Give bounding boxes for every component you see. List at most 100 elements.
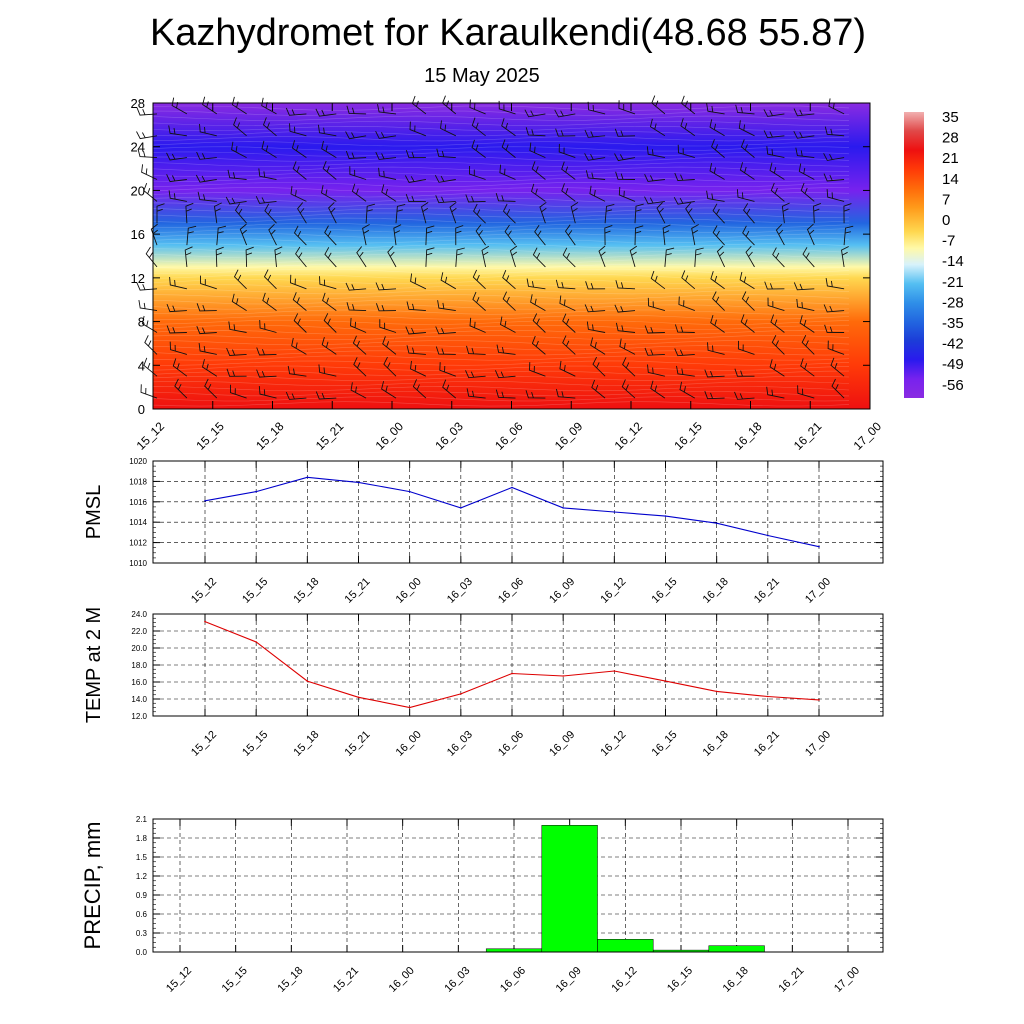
wind-barb bbox=[554, 109, 576, 118]
wind-barb bbox=[801, 334, 815, 355]
colorbar-label: -28 bbox=[942, 294, 964, 311]
wind-barb bbox=[561, 161, 576, 180]
x-tick-label: 17_00 bbox=[832, 965, 862, 995]
wind-barb bbox=[739, 271, 755, 290]
wind-barb bbox=[469, 317, 486, 333]
x-tick-label: 15_21 bbox=[343, 576, 373, 606]
wind-barb bbox=[676, 365, 695, 377]
wind-barb bbox=[712, 291, 725, 311]
wind-barb bbox=[709, 119, 725, 137]
precip-panel: 0.0 0.3 0.6 0.9 1.2 1.5 1.8 2.1 15_12 15_15 15_18 1… bbox=[80, 815, 884, 995]
wind-barb bbox=[647, 297, 666, 312]
wind-barb bbox=[589, 185, 606, 202]
wind-barb bbox=[737, 340, 755, 355]
x-tick-label: 16_09 bbox=[547, 576, 577, 606]
wind-barb bbox=[197, 191, 217, 202]
x-tick-label: 16_12 bbox=[612, 419, 646, 453]
wind-barb bbox=[393, 224, 402, 246]
wind-barb bbox=[621, 379, 636, 399]
wind-barb bbox=[806, 223, 815, 246]
plot-frame bbox=[152, 818, 884, 953]
y-tick-label: 1016 bbox=[129, 498, 147, 507]
wind-barb bbox=[584, 129, 606, 138]
wind-barb bbox=[495, 192, 516, 202]
wind-barb bbox=[345, 131, 367, 140]
x-tick-label: 15_15 bbox=[193, 419, 227, 453]
wind-barb bbox=[350, 382, 367, 399]
isotherm-contour bbox=[152, 355, 850, 361]
isotherm-contour bbox=[152, 217, 850, 223]
x-tick-label: 16_09 bbox=[554, 965, 584, 995]
x-tick-label: 17_00 bbox=[851, 419, 885, 453]
wind-barb bbox=[502, 270, 516, 290]
wind-barb bbox=[297, 202, 307, 224]
data-point bbox=[767, 695, 769, 698]
wind-barb bbox=[499, 316, 516, 333]
chart-date: 15 May 2025 bbox=[424, 65, 540, 87]
y-axis-label: TEMP at 2 M bbox=[83, 607, 105, 723]
wind-barb bbox=[644, 174, 665, 182]
wind-barb bbox=[706, 103, 725, 115]
wind-barb bbox=[824, 126, 845, 137]
wind-barb bbox=[168, 190, 187, 202]
colorbar-label: 14 bbox=[942, 171, 959, 188]
colorbar-label: -21 bbox=[942, 274, 964, 291]
wind-barb bbox=[290, 274, 307, 290]
isotherm-contour bbox=[152, 171, 850, 177]
isotherm-contour bbox=[152, 161, 850, 167]
wind-barb bbox=[831, 378, 845, 399]
wind-barb bbox=[425, 225, 435, 246]
wind-barb bbox=[328, 202, 337, 224]
y-tick-label: 1020 bbox=[129, 457, 147, 466]
wind-barb bbox=[412, 379, 427, 399]
wind-barb bbox=[735, 104, 755, 115]
wind-barb bbox=[216, 225, 227, 246]
x-tick-label: 16_06 bbox=[496, 576, 526, 606]
wind-barb bbox=[395, 203, 406, 224]
wind-barb bbox=[262, 292, 277, 311]
wind-barb bbox=[437, 300, 456, 312]
x-tick-label: 15_18 bbox=[291, 729, 321, 759]
wind-barb bbox=[387, 245, 397, 268]
wind-barb bbox=[502, 291, 516, 311]
wind-barb bbox=[345, 282, 367, 291]
wind-barb bbox=[494, 370, 516, 379]
isotherm-contour bbox=[152, 233, 850, 239]
y-tick-label: 20 bbox=[131, 183, 145, 198]
wind-barb bbox=[532, 247, 546, 268]
wind-barb bbox=[315, 391, 337, 400]
wind-barb bbox=[716, 245, 726, 268]
wind-barb bbox=[465, 370, 486, 379]
wind-barb bbox=[644, 347, 665, 356]
wind-barb bbox=[473, 203, 486, 224]
x-tick-label: 16_21 bbox=[791, 419, 825, 453]
wind-barb bbox=[679, 381, 696, 399]
wind-barb bbox=[169, 276, 188, 290]
wind-barb bbox=[823, 153, 845, 161]
wind-barb bbox=[615, 171, 636, 180]
wind-barb bbox=[704, 369, 725, 378]
wind-barb bbox=[295, 246, 307, 268]
plot-frame bbox=[152, 613, 884, 717]
isotherm-contour bbox=[152, 192, 850, 198]
wind-barb bbox=[233, 269, 247, 290]
wind-barb bbox=[531, 335, 546, 355]
wind-barb bbox=[604, 224, 613, 246]
wind-barb bbox=[584, 304, 606, 313]
wind-barb bbox=[375, 151, 397, 160]
wind-barb bbox=[587, 101, 606, 115]
isotherm-contour bbox=[152, 212, 850, 218]
y-axis-label: PMSL bbox=[83, 485, 105, 539]
isotherm-contour bbox=[152, 309, 850, 315]
isotherm-contour bbox=[152, 243, 850, 249]
wind-barb bbox=[742, 225, 755, 246]
wind-barb bbox=[740, 314, 755, 333]
isotherm-contour bbox=[152, 304, 850, 310]
wind-barb bbox=[472, 291, 486, 311]
wind-barb bbox=[322, 292, 337, 311]
data-point bbox=[306, 476, 309, 479]
wind-barb bbox=[827, 340, 845, 355]
wind-barb bbox=[530, 183, 546, 202]
y-tick-label: 22.0 bbox=[131, 627, 147, 636]
wind-barb bbox=[678, 296, 695, 312]
